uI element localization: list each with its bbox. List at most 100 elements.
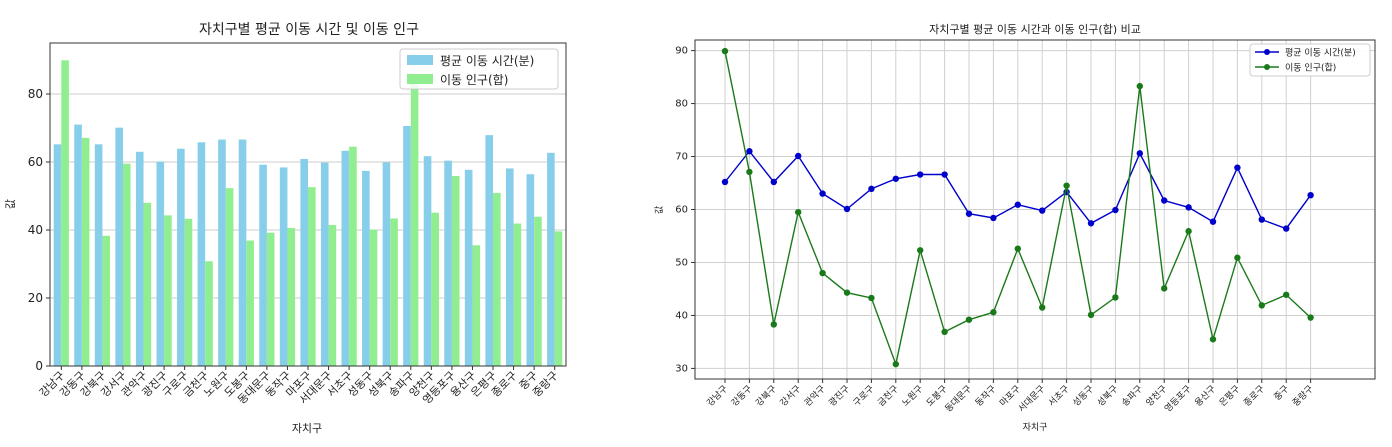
data-point xyxy=(1258,216,1266,223)
data-point xyxy=(868,185,875,193)
data-point xyxy=(941,328,948,336)
bar xyxy=(513,223,522,366)
bar xyxy=(547,152,555,366)
bar xyxy=(81,137,90,366)
y-tick-label: 80 xyxy=(675,99,688,110)
bar xyxy=(246,240,254,366)
line-chart-title: 자치구별 평균 이동 시간과 이동 인구(합) 비교 xyxy=(929,23,1141,36)
x-tick-label: 서초구 xyxy=(1046,383,1071,408)
x-tick-label: 성동구 xyxy=(1071,383,1096,408)
bar-chart: 자치구별 평균 이동 시간 및 이동 인구 자치구 값 020406080강남구… xyxy=(4,22,567,435)
x-tick-label: 용산구 xyxy=(1193,383,1218,408)
y-tick-label: 30 xyxy=(675,363,688,374)
data-point xyxy=(1209,336,1217,343)
data-point xyxy=(1087,220,1095,227)
data-point xyxy=(1307,191,1314,199)
bar xyxy=(534,216,542,366)
data-point xyxy=(819,190,826,197)
data-point xyxy=(917,171,924,178)
data-point xyxy=(1234,164,1241,171)
bar xyxy=(444,160,452,366)
data-point xyxy=(1185,204,1192,211)
line-chart-legend: 평균 이동 시간(분) 이동 인구(합) xyxy=(1249,43,1371,77)
x-tick-label: 중구 xyxy=(1272,383,1291,402)
data-point xyxy=(721,47,729,55)
bar xyxy=(197,142,206,366)
y-tick-label: 0 xyxy=(35,359,43,373)
x-tick-label: 중랑구 xyxy=(1290,383,1316,409)
data-point xyxy=(795,208,802,216)
x-tick-label: 송파구 xyxy=(1120,383,1145,408)
data-point xyxy=(892,175,899,182)
bar xyxy=(279,167,288,366)
bar xyxy=(102,235,111,366)
bar xyxy=(184,218,193,366)
data-point xyxy=(990,214,997,222)
bar xyxy=(362,170,370,366)
legend-marker xyxy=(1264,64,1270,70)
x-tick-label: 관악구 xyxy=(802,383,828,409)
data-point xyxy=(1112,206,1119,214)
data-point xyxy=(1258,302,1266,309)
x-tick-label: 성북구 xyxy=(1095,383,1120,408)
bar xyxy=(349,146,357,366)
data-point xyxy=(746,148,753,155)
legend-label: 평균 이동 시간(분) xyxy=(1285,48,1356,59)
x-tick-label: 서대문구 xyxy=(1016,383,1047,414)
bar xyxy=(143,202,152,366)
x-tick-label: 은평구 xyxy=(1217,383,1242,408)
bar xyxy=(554,231,563,366)
bar xyxy=(320,162,329,366)
legend-swatch xyxy=(407,55,433,65)
x-tick-label: 영등포구 xyxy=(1163,383,1194,414)
data-point xyxy=(965,316,973,323)
y-tick-label: 50 xyxy=(675,257,688,268)
bar xyxy=(403,125,411,367)
x-tick-label: 동작구 xyxy=(973,383,998,408)
bar xyxy=(287,227,296,366)
bar xyxy=(390,218,398,366)
bar xyxy=(53,144,62,366)
data-point xyxy=(1014,245,1021,252)
data-point xyxy=(917,247,924,254)
data-point xyxy=(721,178,729,186)
x-tick-label: 노원구 xyxy=(900,383,925,408)
bar xyxy=(177,148,185,366)
data-point xyxy=(770,321,777,328)
legend-label: 이동 인구(합) xyxy=(1285,63,1336,74)
bar xyxy=(61,60,69,367)
data-point xyxy=(843,205,851,213)
data-point xyxy=(1283,291,1290,298)
line-chart-series xyxy=(721,47,1314,368)
data-point xyxy=(1063,182,1070,189)
legend-label: 이동 인구(합) xyxy=(440,73,508,87)
data-point xyxy=(1283,225,1290,232)
bar-chart-title: 자치구별 평균 이동 시간 및 이동 인구 xyxy=(199,22,419,38)
bar xyxy=(464,169,473,366)
x-tick-label: 강동구 xyxy=(729,383,754,408)
data-point xyxy=(892,360,899,368)
y-tick-label: 60 xyxy=(675,205,688,216)
data-point xyxy=(1161,197,1168,204)
bar xyxy=(472,245,481,366)
bar xyxy=(218,139,226,366)
bar xyxy=(122,163,131,366)
y-tick-label: 60 xyxy=(28,155,43,169)
x-tick-label: 강남구 xyxy=(705,383,730,408)
bar xyxy=(238,139,247,366)
bar xyxy=(493,192,501,366)
data-point xyxy=(868,294,875,302)
x-tick-label: 금천구 xyxy=(876,383,901,408)
data-point xyxy=(990,309,997,316)
bar-chart-ylabel: 값 xyxy=(4,199,17,209)
data-point xyxy=(795,152,802,160)
bar xyxy=(164,215,172,366)
bar xyxy=(410,82,419,366)
bar xyxy=(431,212,439,366)
data-point xyxy=(1136,150,1144,157)
bar xyxy=(485,135,494,366)
bar xyxy=(225,188,234,366)
data-point xyxy=(1209,218,1217,225)
bar xyxy=(505,168,514,366)
legend-box xyxy=(1249,43,1371,77)
